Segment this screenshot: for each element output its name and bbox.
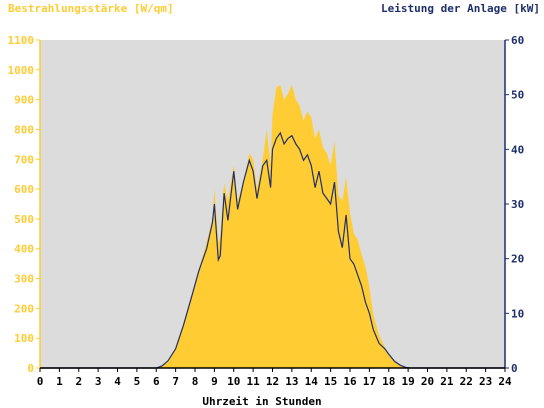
x-tick-label: 14	[305, 375, 319, 388]
left-tick-label: 100	[14, 332, 34, 345]
x-tick-label: 24	[498, 375, 512, 388]
left-tick-label: 300	[14, 273, 34, 286]
x-tick-label: 21	[440, 375, 454, 388]
left-tick-label: 600	[14, 183, 34, 196]
right-axis-title: Leistung der Anlage [kW]	[381, 2, 540, 15]
left-tick-label: 800	[14, 123, 34, 136]
irradiance-area	[40, 84, 505, 368]
x-tick-label: 16	[343, 375, 357, 388]
x-tick-label: 22	[460, 375, 473, 388]
left-tick-label: 700	[14, 153, 34, 166]
x-tick-label: 1	[56, 375, 63, 388]
x-tick-label: 8	[192, 375, 199, 388]
x-tick-label: 2	[75, 375, 82, 388]
x-tick-label: 23	[479, 375, 492, 388]
x-tick-label: 11	[247, 375, 261, 388]
x-axis-ticks: 0 1 2 3 4 5 6 7 8 9 10 11 12 13 14 15 16 17 18 19 20 21 22 23 24	[37, 368, 512, 388]
right-tick-label: 30	[511, 198, 524, 211]
right-tick-label: 40	[511, 143, 524, 156]
right-tick-label: 0	[511, 362, 518, 375]
left-tick-label: 900	[14, 94, 34, 107]
x-tick-label: 5	[134, 375, 141, 388]
right-tick-label: 50	[511, 89, 524, 102]
x-tick-label: 13	[285, 375, 298, 388]
right-axis-ticks: 0 10 20 30 40 50 60	[505, 34, 524, 375]
x-tick-label: 7	[172, 375, 179, 388]
x-tick-label: 18	[382, 375, 395, 388]
left-tick-label: 1100	[8, 34, 35, 47]
left-tick-label: 200	[14, 302, 34, 315]
x-tick-label: 0	[37, 375, 44, 388]
x-tick-label: 20	[421, 375, 434, 388]
right-tick-label: 10	[511, 307, 524, 320]
left-tick-label: 500	[14, 213, 34, 226]
x-tick-label: 12	[266, 375, 279, 388]
x-tick-label: 6	[153, 375, 160, 388]
left-tick-label: 0	[27, 362, 34, 375]
left-axis-ticks: 0 100 200 300 400 500 600 700 800 900 1000 1100	[8, 34, 40, 375]
x-tick-label: 17	[363, 375, 376, 388]
x-axis-title: Uhrzeit in Stunden	[202, 395, 321, 408]
right-tick-label: 20	[511, 253, 524, 266]
left-axis-title: Bestrahlungsstärke [W/qm]	[8, 2, 174, 15]
x-tick-label: 19	[402, 375, 415, 388]
x-tick-label: 10	[227, 375, 240, 388]
power-line	[40, 131, 505, 369]
right-tick-label: 60	[511, 34, 524, 47]
x-tick-label: 4	[114, 375, 121, 388]
x-tick-label: 9	[211, 375, 218, 388]
left-tick-label: 1000	[8, 64, 35, 77]
left-tick-label: 400	[14, 243, 34, 256]
x-tick-label: 3	[95, 375, 102, 388]
x-tick-label: 15	[324, 375, 337, 388]
